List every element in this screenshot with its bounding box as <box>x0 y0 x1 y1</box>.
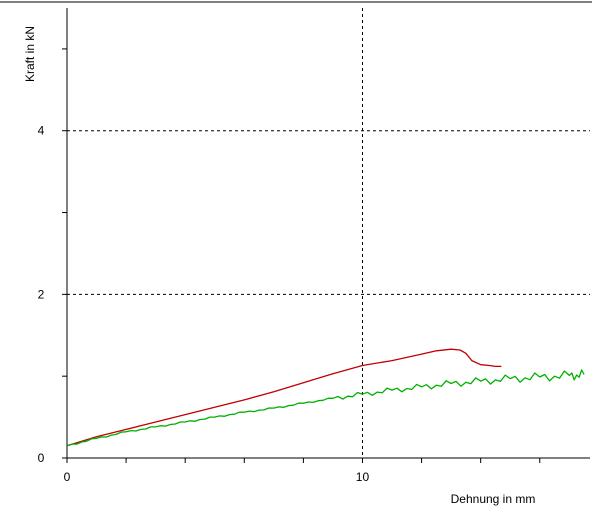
x-axis-title: Dehnung in mm <box>451 492 536 506</box>
grid-lines <box>67 8 590 458</box>
x-tick-label: 0 <box>64 470 71 484</box>
y-tick-label: 2 <box>38 287 45 301</box>
y-axis-title: Kraft in kN <box>23 26 37 82</box>
series-group <box>66 348 585 447</box>
tick-labels: 0 10 0 2 4 <box>38 124 370 484</box>
x-tick-label: 10 <box>356 470 370 484</box>
series-line-red <box>66 348 502 447</box>
y-tick-label: 4 <box>38 124 45 138</box>
series-line-green <box>66 369 585 447</box>
y-tick-label: 0 <box>38 451 45 465</box>
axes <box>62 8 590 463</box>
